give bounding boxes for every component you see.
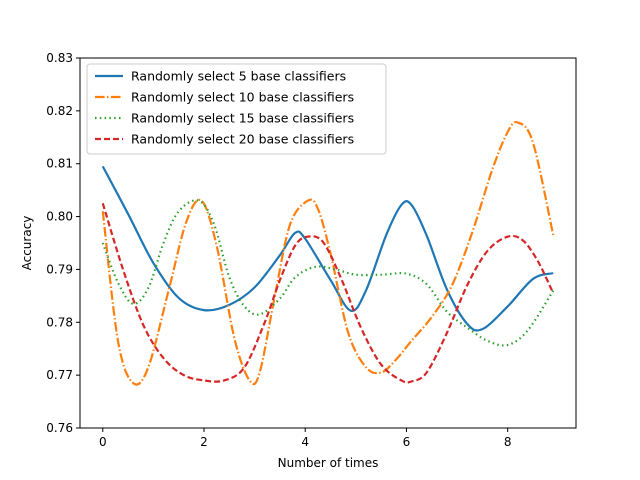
- axis-ticks: 0 2 4 6 8 0.76 0.77 0.78 0.79 0.80 0.81 0.82 0.83: [46, 51, 511, 449]
- y-tick-label: 0.80: [46, 210, 73, 224]
- series-line-1: [101, 165, 554, 332]
- series-line-3: [101, 199, 555, 347]
- y-tick-label: 0.82: [46, 104, 73, 118]
- legend-label-1: Randomly select 5 base classifiers: [131, 69, 346, 84]
- x-tick-label: 0: [99, 435, 107, 449]
- legend-box: [86, 63, 387, 155]
- y-tick-label: 0.76: [46, 421, 73, 435]
- series-line-2: [101, 120, 555, 386]
- y-axis-label: Accuracy: [20, 216, 34, 271]
- legend-label-2: Randomly select 10 base classifiers: [131, 90, 354, 105]
- x-tick-label: 8: [504, 435, 512, 449]
- legend-label-4: Randomly select 20 base classifiers: [131, 132, 354, 147]
- legend: Randomly select 5 base classifiers Random…: [86, 63, 387, 155]
- y-tick-label: 0.77: [46, 368, 73, 382]
- y-tick-label: 0.78: [46, 315, 73, 329]
- x-tick-label: 4: [301, 435, 309, 449]
- y-tick-label: 0.79: [46, 262, 73, 276]
- plot-frame: [79, 57, 577, 429]
- plot-lines: [101, 120, 555, 386]
- x-axis-label: Number of times: [278, 456, 379, 470]
- series-line-4: [101, 203, 555, 384]
- x-tick-label: 2: [200, 435, 208, 449]
- x-tick-label: 6: [403, 435, 411, 449]
- legend-label-3: Randomly select 15 base classifiers: [131, 111, 354, 126]
- y-tick-label: 0.81: [46, 157, 73, 171]
- y-tick-label: 0.83: [46, 51, 73, 65]
